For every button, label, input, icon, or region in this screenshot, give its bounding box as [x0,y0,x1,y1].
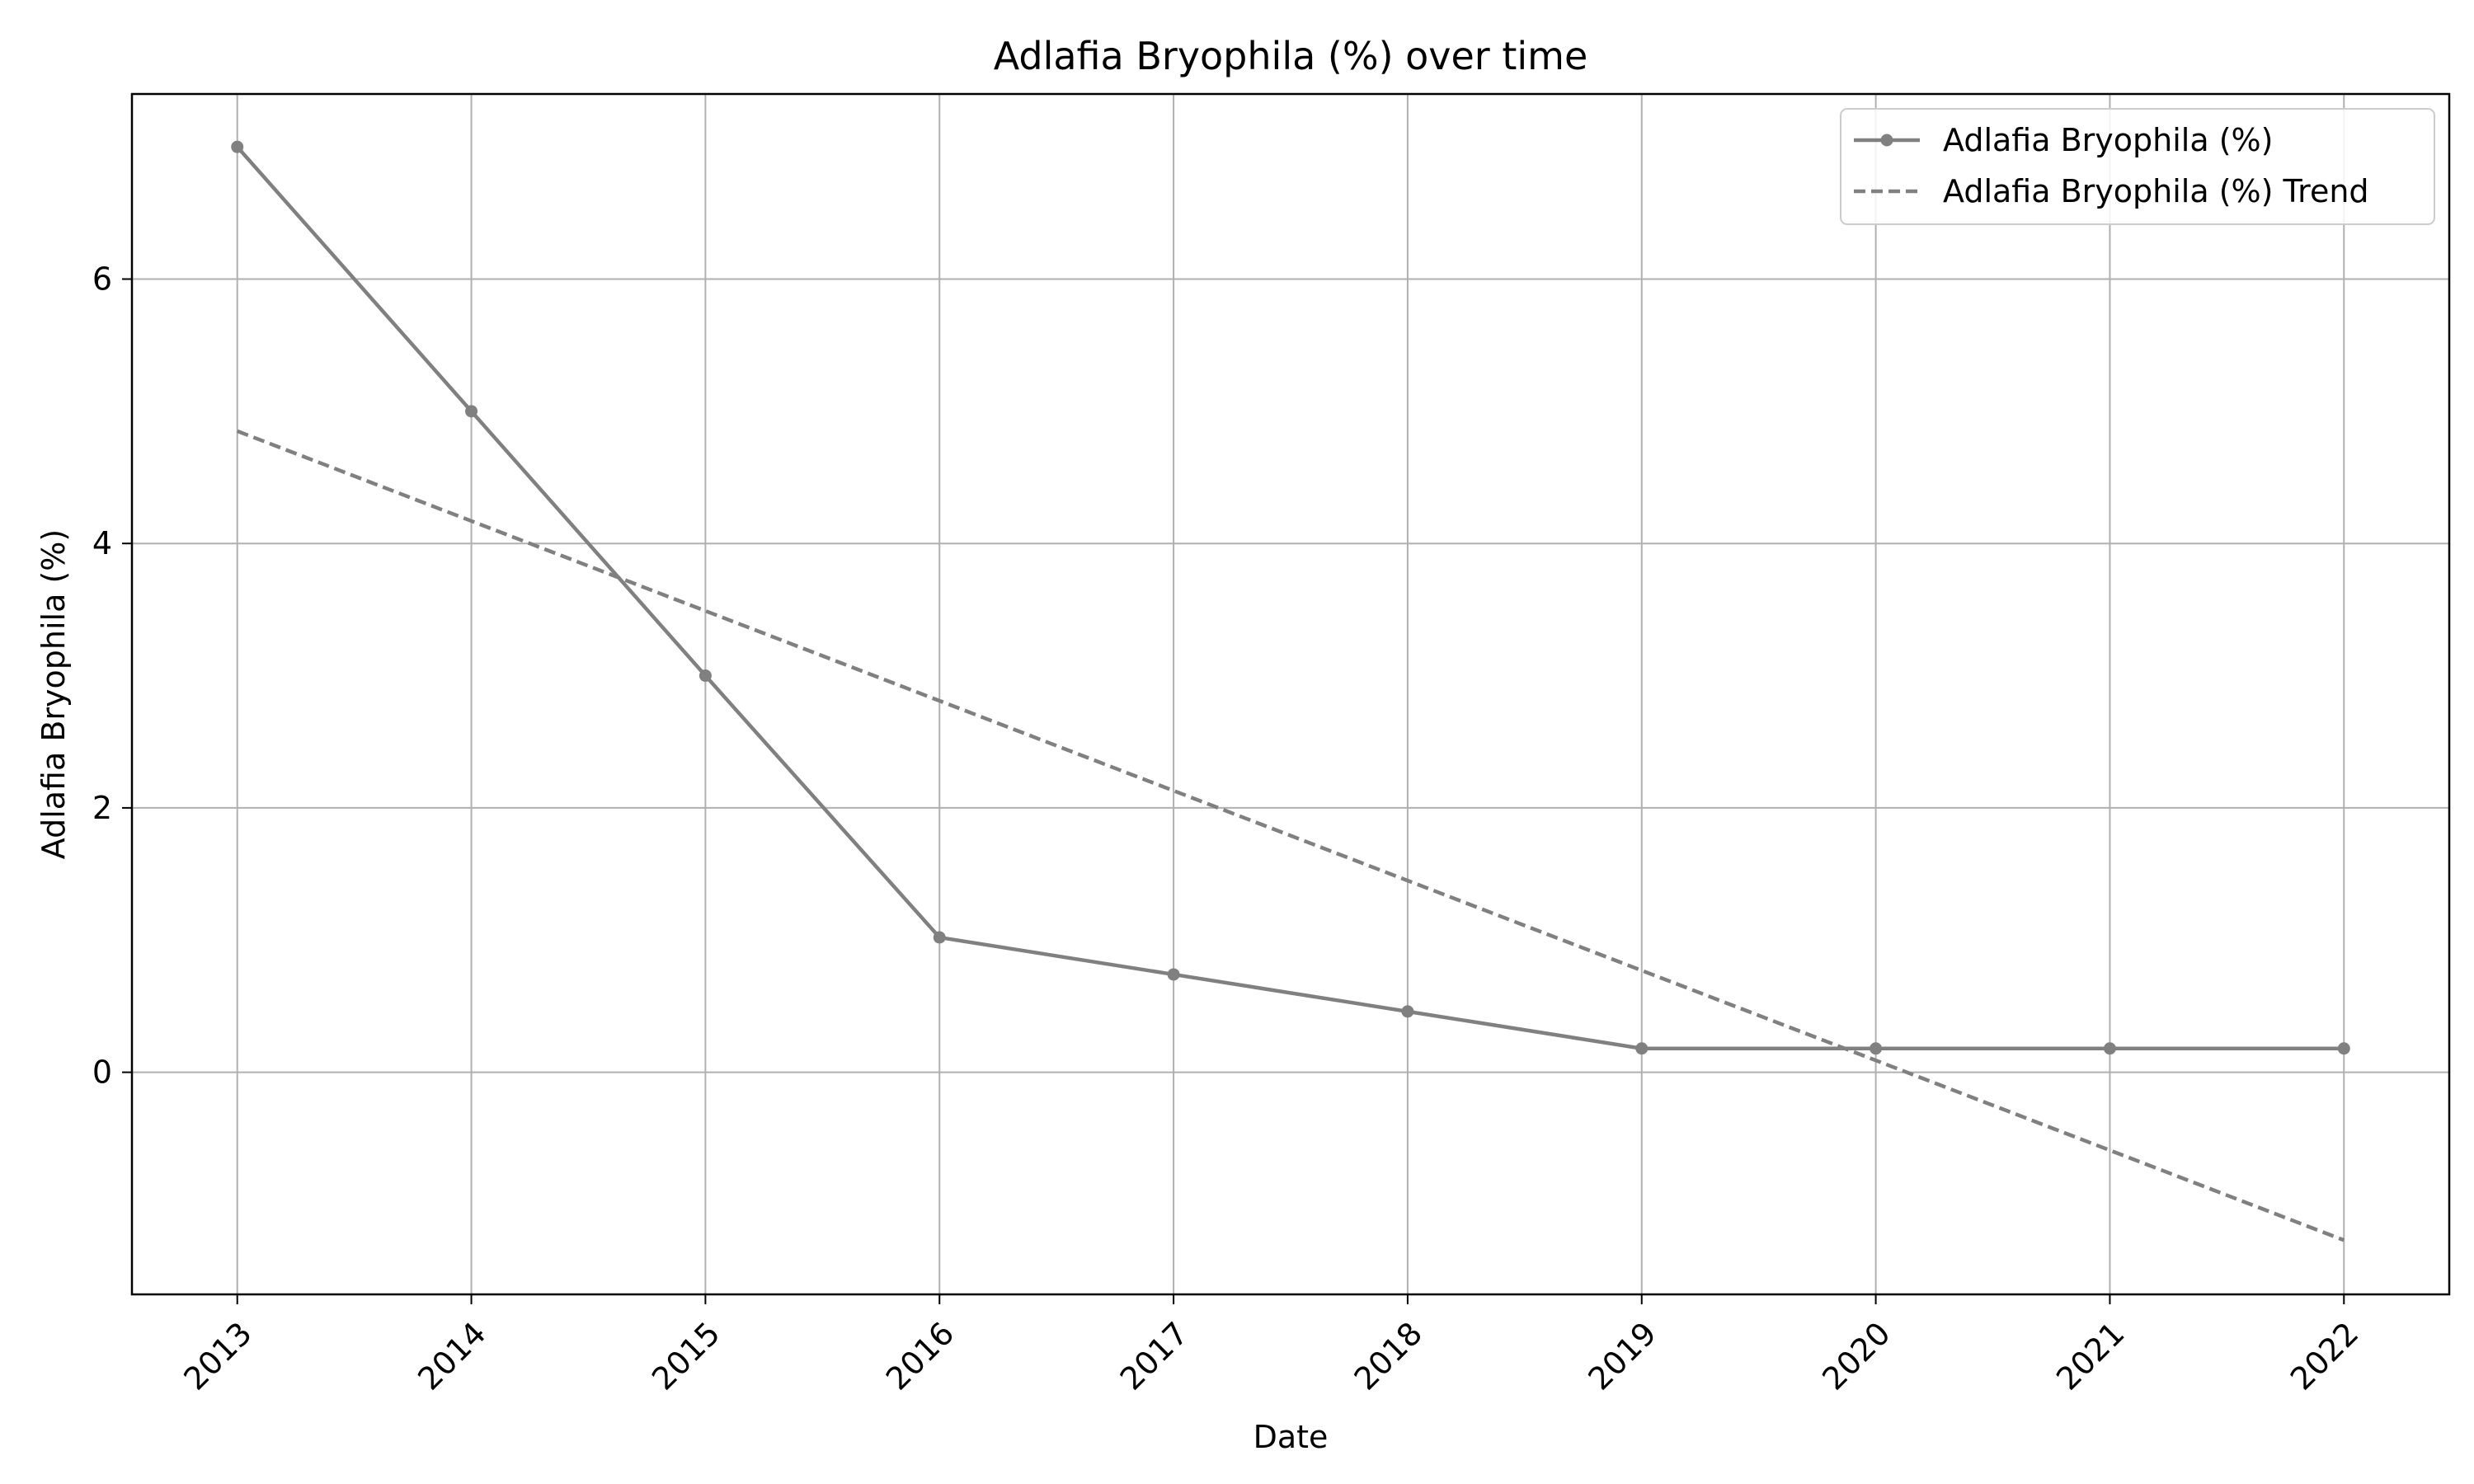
series-line-trend [236,429,2345,1242]
data-point [1167,968,1180,981]
data-point [2337,1042,2350,1055]
legend-marker [1880,134,1893,147]
y-tick-label: 6 [92,261,112,297]
data-point [1635,1042,1649,1055]
data-point [1401,1005,1414,1018]
y-tick-label: 2 [92,790,112,826]
legend: Adlafia Bryophila (%) Adlafia Bryophila (… [1840,108,2435,225]
data-point [465,405,478,418]
data-point [698,669,712,683]
series-layer [231,140,2350,1242]
y-axis-label: Adlafia Bryophila (%) [35,529,72,859]
plot-frame [130,92,2451,1296]
legend-box [1840,108,2435,225]
chart-title: Adlafia Bryophila (%) over time [994,34,1588,78]
y-tick-label: 0 [92,1054,112,1091]
x-axis-label: Date [1253,1419,1329,1455]
series-line-main [236,145,2345,1050]
grid [132,94,2449,1294]
legend-label: Adlafia Bryophila (%) Trend [1943,173,2369,209]
data-point [2103,1042,2116,1055]
data-point [231,140,244,153]
y-tick-label: 4 [92,525,112,561]
data-point [1870,1042,1883,1055]
legend-label: Adlafia Bryophila (%) [1943,122,2273,158]
data-point [933,931,946,944]
y-axis: 0 2 4 6 [92,261,132,1091]
